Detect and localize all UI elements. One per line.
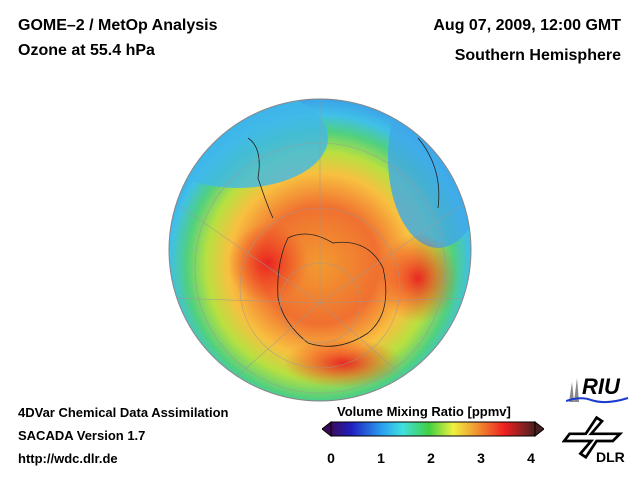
colorbar-tick: 3 <box>477 450 485 466</box>
colorbar-tick: 4 <box>527 450 535 466</box>
colorbar-title: Volume Mixing Ratio [ppmv] <box>337 404 511 419</box>
region-label: Southern Hemisphere <box>454 47 621 64</box>
colorbar-tick: 0 <box>327 450 335 466</box>
ozone-globe-map <box>168 98 472 402</box>
colorbar <box>322 421 544 437</box>
colorbar-min-arrow <box>322 421 332 437</box>
svg-text:RIU: RIU <box>582 374 621 399</box>
website-link[interactable]: http://wdc.dlr.de <box>18 451 118 466</box>
colorbar-tick: 2 <box>427 450 435 466</box>
colorbar-tick: 1 <box>377 450 385 466</box>
title-line2: Ozone at 55.4 hPa <box>18 42 155 59</box>
date-label: Aug 07, 2009, 12:00 GMT <box>433 17 621 34</box>
method-label: 4DVar Chemical Data Assimilation <box>18 405 229 420</box>
dlr-logo: DLR <box>561 414 628 469</box>
title-line1: GOME–2 / MetOp Analysis <box>18 17 218 34</box>
riu-logo: RIU <box>565 372 632 409</box>
version-label: SACADA Version 1.7 <box>18 428 146 443</box>
svg-text:DLR: DLR <box>596 449 625 464</box>
colorbar-max-arrow <box>534 421 544 437</box>
